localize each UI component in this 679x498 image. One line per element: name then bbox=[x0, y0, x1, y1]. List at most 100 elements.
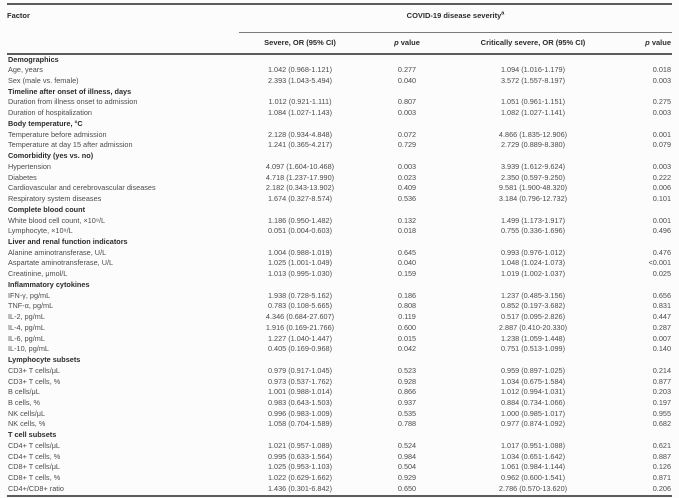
severe-or-cell: 2.393 (1.043-5.494) bbox=[267, 75, 333, 85]
severe-or-cell: 1.004 (0.988-1.019) bbox=[267, 247, 333, 257]
critical-p-cell bbox=[613, 205, 672, 216]
section-row: Comorbidity (yes vs. no) bbox=[7, 151, 672, 162]
critical-p-cell: 0.682 bbox=[652, 419, 672, 429]
critical-p-cell: 0.101 bbox=[652, 194, 672, 204]
section-row: Complete blood count bbox=[7, 205, 672, 216]
severe-p-cell bbox=[361, 87, 453, 98]
critical-or-cell: 1.237 (0.485-3.156) bbox=[500, 290, 566, 300]
critical-or-cell: 3.939 (1.612-9.624) bbox=[500, 161, 566, 171]
severe-or-cell bbox=[239, 355, 361, 366]
critical-p-cell: 0.003 bbox=[652, 108, 672, 118]
severe-or-cell: 0.051 (0.004-0.603) bbox=[267, 226, 333, 236]
critical-p-cell: 0.871 bbox=[652, 473, 672, 483]
severe-p-cell: 0.003 bbox=[397, 108, 417, 118]
critical-p-cell: 0.140 bbox=[652, 344, 672, 354]
footnote-marker-a: a bbox=[501, 10, 505, 17]
severe-p-cell: 0.929 bbox=[397, 473, 417, 483]
section-row: Liver and renal function indicators bbox=[7, 237, 672, 248]
severe-or-cell: 0.405 (0.169-0.968) bbox=[267, 344, 333, 354]
severe-or-cell: 2.182 (0.343-13.902) bbox=[265, 183, 335, 193]
severe-or-cell bbox=[239, 280, 361, 291]
table-row: IL-2, pg/mL 4.346 (0.684-27.607) 0.119 0.51… bbox=[7, 312, 672, 323]
section-row: Body temperature, °C bbox=[7, 119, 672, 130]
critical-or-cell: 0.959 (0.897-1.025) bbox=[500, 365, 566, 375]
factor-cell: Diabetes bbox=[8, 172, 37, 182]
critical-p-cell: 0.496 bbox=[652, 226, 672, 236]
severe-or-cell bbox=[239, 151, 361, 162]
critical-p-cell: 0.203 bbox=[652, 387, 672, 397]
critical-or-header: Critically severe, OR (95% CI) bbox=[453, 32, 613, 55]
table-row: Duration of hospitalization 1.084 (1.027-… bbox=[7, 108, 672, 119]
factor-cell: IL-6, pg/mL bbox=[8, 333, 45, 343]
severe-p-cell: 0.600 bbox=[397, 322, 417, 332]
severe-or-cell: 1.025 (1.001-1.049) bbox=[267, 258, 333, 268]
factor-cell: Temperature before admission bbox=[8, 129, 107, 139]
critical-or-cell bbox=[453, 205, 613, 216]
severity-span-header: COVID-19 disease severitya bbox=[239, 4, 673, 33]
severe-p-cell: 0.808 bbox=[397, 301, 417, 311]
critical-p-cell: 0.275 bbox=[652, 97, 672, 107]
severe-or-cell: 4.346 (0.684-27.607) bbox=[265, 312, 335, 322]
severe-or-cell bbox=[239, 54, 361, 66]
covid-severity-table: Factor COVID-19 disease severitya Severe… bbox=[7, 3, 673, 497]
severe-p-cell: 0.015 bbox=[397, 333, 417, 343]
critical-p-cell: 0.001 bbox=[652, 215, 672, 225]
section-row: Inflammatory cytokines bbox=[7, 280, 672, 291]
table-row: Respiratory system diseases 1.674 (0.327-… bbox=[7, 194, 672, 205]
factor-cell: Creatinine, μmol/L bbox=[8, 269, 68, 279]
table-row: White blood cell count, ×10⁹/L 1.186 (0.9… bbox=[7, 216, 672, 227]
critical-or-cell: 4.866 (1.835-12.906) bbox=[498, 129, 568, 139]
critical-or-cell: 1.238 (1.059-1.448) bbox=[500, 333, 566, 343]
severe-or-cell: 0.973 (0.537-1.762) bbox=[267, 376, 333, 386]
factor-cell: Lymphocyte subsets bbox=[8, 355, 81, 365]
critical-or-cell: 1.094 (1.016-1.179) bbox=[500, 65, 566, 75]
critical-or-cell: 3.184 (0.796-12.732) bbox=[498, 194, 568, 204]
table-row: Lymphocyte, ×10⁹/L 0.051 (0.004-0.603) 0.0… bbox=[7, 226, 672, 237]
severe-or-cell: 1.058 (0.704-1.589) bbox=[267, 419, 333, 429]
table-row: Creatinine, μmol/L 1.013 (0.995-1.030) 0.1… bbox=[7, 269, 672, 280]
table-row: Alanine aminotransferase, U/L 1.004 (0.98… bbox=[7, 248, 672, 259]
severe-p-header: p value bbox=[361, 32, 453, 55]
severe-p-cell bbox=[361, 205, 453, 216]
factor-cell: Lymphocyte, ×10⁹/L bbox=[8, 226, 73, 236]
factor-cell: IL-2, pg/mL bbox=[8, 312, 45, 322]
severe-p-cell: 0.042 bbox=[397, 344, 417, 354]
p-rest: value bbox=[649, 38, 672, 47]
severe-p-cell: 0.807 bbox=[397, 97, 417, 107]
severe-or-cell: 0.995 (0.633-1.564) bbox=[267, 451, 333, 461]
critical-or-cell: 2.887 (0.410-20.330) bbox=[498, 322, 568, 332]
table-row: CD8+ T cells/μL 1.025 (0.953-1.103) 0.504 1… bbox=[7, 462, 672, 473]
critical-or-cell: 9.581 (1.900-48.320) bbox=[498, 183, 568, 193]
severe-p-cell: 0.132 bbox=[397, 215, 417, 225]
severe-or-cell: 1.012 (0.921-1.111) bbox=[268, 97, 332, 107]
severe-p-cell: 0.535 bbox=[397, 408, 417, 418]
severe-p-cell: 0.023 bbox=[397, 172, 417, 182]
critical-p-cell: 0.877 bbox=[652, 376, 672, 386]
critical-or-cell: 1.012 (0.994-1.031) bbox=[500, 387, 566, 397]
severe-or-header: Severe, OR (95% CI) bbox=[239, 32, 361, 55]
critical-p-cell: 0.197 bbox=[652, 398, 672, 407]
p-rest: value bbox=[398, 38, 420, 47]
severe-or-cell: 0.996 (0.983-1.009) bbox=[267, 408, 333, 418]
factor-cell: T cell subsets bbox=[8, 430, 57, 440]
table-row: Cardiovascular and cerebrovascular disea… bbox=[7, 183, 672, 194]
critical-or-cell: 1.017 (0.951-1.088) bbox=[500, 440, 566, 450]
critical-or-cell: 1.051 (0.961-1.151) bbox=[500, 97, 566, 107]
critical-or-cell: 1.000 (0.985-1.017) bbox=[500, 408, 566, 418]
critical-p-cell: 0.003 bbox=[652, 75, 672, 85]
section-row: Demographics bbox=[7, 54, 672, 66]
severe-or-cell: 1.938 (0.728-5.162) bbox=[267, 290, 333, 300]
factor-cell: NK cells/μL bbox=[8, 408, 46, 418]
critical-p-cell bbox=[613, 54, 672, 66]
factor-cell: CD4+ T cells/μL bbox=[8, 440, 60, 450]
severe-p-cell: 0.729 bbox=[397, 140, 417, 150]
table-row: IL-6, pg/mL 1.227 (1.040-1.447) 0.015 1.238… bbox=[7, 334, 672, 345]
critical-p-cell: 0.887 bbox=[652, 451, 672, 461]
critical-p-cell bbox=[613, 430, 672, 441]
p-italic: p bbox=[645, 38, 650, 47]
severe-or-cell: 1.013 (0.995-1.030) bbox=[267, 269, 333, 279]
table-row: Aspartate aminotransferase, U/L 1.025 (1.… bbox=[7, 258, 672, 269]
severe-p-cell: 0.003 bbox=[397, 161, 417, 171]
critical-p-cell: 0.006 bbox=[652, 183, 672, 193]
